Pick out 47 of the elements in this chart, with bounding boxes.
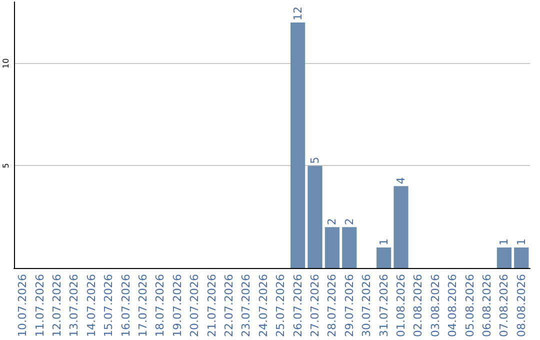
x-tick-label: 07.08.2026 <box>498 274 511 338</box>
bar <box>342 227 357 268</box>
x-tick-label: 29.07.2026 <box>342 274 356 338</box>
x-tick-label: 31.07.2026 <box>377 274 390 338</box>
data-label: 5 <box>308 156 322 164</box>
x-tick-label: 11.07.2026 <box>33 274 46 338</box>
x-tick-label: 22.07.2026 <box>222 274 236 338</box>
x-tick-label: 03.08.2026 <box>428 274 442 338</box>
x-tick-label: 18.07.2026 <box>154 274 167 338</box>
x-tick-label: 30.07.2026 <box>360 274 374 338</box>
x-tick-label: 14.07.2026 <box>84 274 98 338</box>
x-tick-label: 02.08.2026 <box>412 274 425 338</box>
data-label: 2 <box>326 218 339 226</box>
x-tick-label: 06.08.2026 <box>480 274 494 338</box>
x-tick-label: 16.07.2026 <box>119 274 132 338</box>
x-tick-label: 10.07.2026 <box>16 274 30 338</box>
x-tick-label: 05.08.2026 <box>463 274 476 338</box>
x-tick-label: 15.07.2026 <box>102 274 116 338</box>
data-label: 12 <box>291 6 304 20</box>
data-label: 1 <box>498 238 511 246</box>
x-tick-label: 27.07.2026 <box>308 274 322 338</box>
x-tick-label: 13.07.2026 <box>68 274 81 338</box>
x-tick-label: 23.07.2026 <box>240 274 253 338</box>
bar <box>376 248 392 268</box>
bar <box>394 186 408 268</box>
bar <box>514 248 529 268</box>
x-tick-label: 08.08.2026 <box>514 274 528 338</box>
bar <box>308 166 322 268</box>
x-tick-label: 26.07.2026 <box>291 274 304 338</box>
x-tick-label: 28.07.2026 <box>326 274 339 338</box>
data-label: 1 <box>377 238 390 246</box>
x-tick-label: 25.07.2026 <box>274 274 288 338</box>
bar <box>324 227 340 268</box>
data-label: 4 <box>394 177 408 184</box>
data-label: 1 <box>514 238 528 246</box>
data-label: 2 <box>342 218 356 226</box>
x-tick-label: 12.07.2026 <box>50 274 64 338</box>
x-tick-label: 21.07.2026 <box>205 274 218 338</box>
bar <box>496 248 512 268</box>
x-tick-label: 17.07.2026 <box>136 274 150 338</box>
x-tick-label: 04.08.2026 <box>446 274 460 338</box>
x-tick-label: 19.07.2026 <box>170 274 184 338</box>
x-tick-label: 24.07.2026 <box>256 274 270 338</box>
x-tick-label: 01.08.2026 <box>394 274 408 338</box>
bar <box>290 22 306 268</box>
y-tick-label: 10 <box>2 58 10 68</box>
x-tick-label: 20.07.2026 <box>188 274 202 338</box>
